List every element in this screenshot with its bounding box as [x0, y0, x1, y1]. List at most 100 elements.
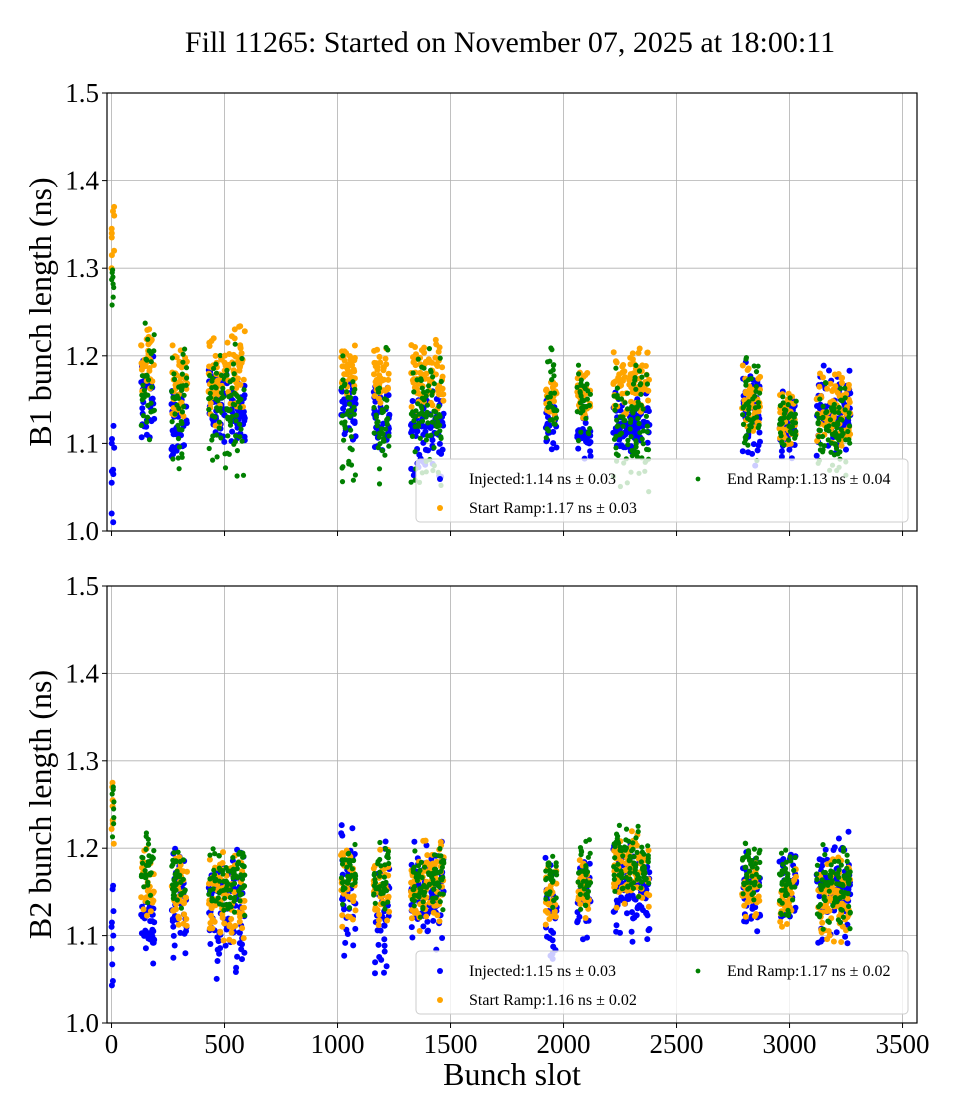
b2-point-start-ramp	[208, 912, 215, 919]
b2-point-end-ramp	[826, 888, 832, 894]
b2-point-end-ramp	[839, 881, 846, 888]
b2-point-end-ramp	[420, 904, 426, 910]
b2-point-end-ramp	[817, 882, 824, 888]
b2-point-injected	[110, 908, 117, 915]
b1-point-end-ramp	[436, 413, 442, 419]
b2-point-end-ramp	[145, 836, 151, 842]
b1-point-end-ramp	[786, 437, 792, 443]
b2-point-injected	[646, 926, 653, 932]
b1-point-end-ramp	[815, 421, 821, 427]
b1-point-start-ramp	[377, 359, 384, 366]
b2-point-end-ramp	[623, 845, 630, 851]
b1-point-start-ramp	[169, 342, 176, 349]
b2-point-end-ramp	[846, 903, 852, 910]
b1-point-end-ramp	[181, 404, 187, 410]
b1-point-end-ramp	[344, 389, 350, 395]
b2-point-end-ramp	[757, 859, 763, 866]
b2-point-end-ramp	[630, 840, 636, 846]
b2-point-end-ramp	[212, 898, 218, 904]
b1-point-end-ramp	[218, 390, 224, 396]
b1-point-end-ramp	[346, 458, 352, 464]
b1-ytick-label: 1.1	[65, 428, 99, 458]
b2-xtick-label: 0	[105, 1029, 119, 1059]
b2-point-start-ramp	[430, 909, 437, 916]
b1-point-start-ramp	[240, 376, 247, 383]
b1-point-end-ramp	[179, 420, 185, 427]
b2-point-end-ramp	[372, 900, 378, 906]
b2-point-end-ramp	[830, 902, 836, 909]
b1-point-end-ramp	[145, 336, 151, 342]
b1-point-start-ramp	[176, 362, 183, 369]
b1-point-end-ramp	[237, 421, 243, 427]
b2-point-end-ramp	[748, 861, 754, 867]
b2-xtick-label: 500	[204, 1029, 245, 1059]
b1-point-end-ramp	[614, 385, 621, 391]
b1-point-end-ramp	[547, 417, 553, 423]
b2-point-end-ramp	[847, 926, 853, 932]
b1-point-end-ramp	[207, 372, 213, 379]
b1-point-start-ramp	[635, 349, 642, 356]
b2-point-end-ramp	[619, 847, 625, 853]
b1-point-end-ramp	[791, 414, 797, 420]
b1-point-end-ramp	[110, 267, 116, 273]
b1-point-end-ramp	[143, 356, 149, 362]
b2-point-end-ramp	[778, 910, 784, 916]
b2-point-end-ramp	[211, 867, 217, 873]
b2-point-injected	[411, 838, 418, 845]
b1-point-end-ramp	[424, 409, 430, 415]
b1-point-end-ramp	[220, 385, 226, 391]
b1-point-end-ramp	[613, 365, 619, 371]
b1-point-end-ramp	[232, 341, 238, 347]
b2-point-start-ramp	[352, 907, 359, 914]
b1-point-end-ramp	[225, 416, 231, 422]
b1-point-end-ramp	[233, 433, 239, 439]
b1-point-end-ramp	[583, 415, 589, 422]
b2-point-start-ramp	[645, 903, 652, 910]
b1-point-injected	[110, 519, 117, 526]
b1-point-end-ramp	[221, 394, 227, 400]
b2-point-end-ramp	[431, 886, 437, 892]
b2-point-end-ramp	[844, 858, 850, 865]
b1-point-start-ramp	[433, 341, 440, 348]
b2-point-end-ramp	[814, 862, 821, 868]
b2-point-end-ramp	[429, 870, 435, 877]
b1-point-end-ramp	[627, 426, 633, 432]
b1-point-end-ramp	[409, 433, 415, 439]
b1-point-end-ramp	[352, 386, 358, 392]
b1-point-end-ramp	[755, 425, 761, 431]
b1-point-start-ramp	[339, 363, 346, 370]
b1-point-end-ramp	[216, 425, 222, 431]
b1-point-end-ramp	[423, 437, 429, 443]
b2-point-end-ramp	[614, 831, 620, 837]
b2-point-end-ramp	[779, 868, 785, 874]
b1-point-end-ramp	[824, 409, 830, 415]
b2-point-end-ramp	[636, 894, 642, 900]
b1-point-end-ramp	[620, 423, 626, 429]
b2-point-injected	[239, 941, 245, 948]
b2-point-end-ramp	[242, 872, 248, 878]
b1-point-start-ramp	[374, 363, 381, 370]
b2-point-end-ramp	[223, 878, 229, 884]
b2-point-end-ramp	[583, 892, 589, 898]
b2-point-end-ramp	[371, 872, 377, 878]
b2-xtick-label: 1500	[424, 1029, 478, 1059]
b1-point-end-ramp	[170, 395, 176, 401]
b2-point-end-ramp	[223, 902, 230, 908]
b2-point-end-ramp	[411, 903, 417, 909]
b2-point-end-ramp	[240, 854, 246, 860]
b2-point-end-ramp	[832, 858, 838, 865]
b1-point-end-ramp	[231, 371, 237, 377]
b1-point-end-ramp	[577, 400, 584, 406]
b1-point-end-ramp	[350, 477, 356, 483]
b1-point-end-ramp	[169, 419, 175, 425]
b1-point-end-ramp	[822, 380, 829, 386]
b1-point-end-ramp	[613, 445, 619, 451]
b2-point-end-ramp	[635, 829, 641, 835]
b2-point-start-ramp	[753, 911, 760, 917]
b1-point-start-ramp	[629, 350, 636, 357]
b2-point-end-ramp	[371, 891, 377, 897]
b2-point-start-ramp	[181, 911, 188, 918]
b2-point-end-ramp	[783, 912, 789, 918]
b1-point-end-ramp	[377, 441, 383, 447]
